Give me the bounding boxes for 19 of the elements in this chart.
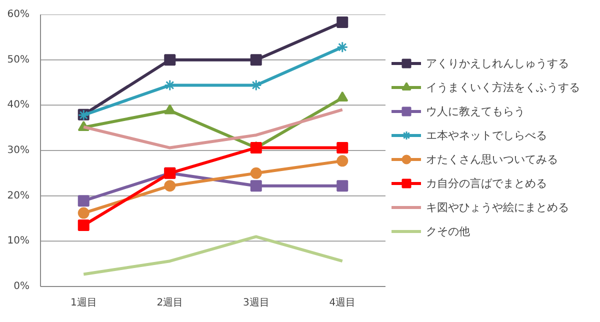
- y-tick-label: 10%: [7, 236, 30, 247]
- x-tick-label: 2週目: [156, 298, 184, 308]
- legend-label: オたくさん思いついてみる: [426, 152, 558, 167]
- y-tick-label: 40%: [7, 100, 30, 111]
- y-tick-label: 60%: [7, 9, 30, 20]
- y-tick-label: 0%: [14, 281, 30, 292]
- y-tick-label: 50%: [7, 54, 30, 66]
- x-tick-label: 3週目: [242, 298, 270, 308]
- legend-label: クその他: [426, 224, 470, 239]
- legend-label: キ図やひょうや絵にまとめる: [426, 200, 569, 215]
- x-tick-label: 4週目: [329, 298, 356, 308]
- y-tick-label: 20%: [7, 190, 30, 202]
- legend-label: カ自分の言ばでまとめる: [426, 176, 547, 191]
- legend-label: エ本やネットでしらべる: [426, 128, 547, 143]
- x-tick-label: 1週目: [70, 298, 97, 308]
- y-tick-label: 30%: [7, 145, 30, 156]
- legend-label: アくりかえしれんしゅうする: [426, 56, 569, 71]
- legend-label: ウ人に教えてもらう: [426, 104, 525, 119]
- legend-label: イうまくいく方法をくふうする: [426, 80, 580, 95]
